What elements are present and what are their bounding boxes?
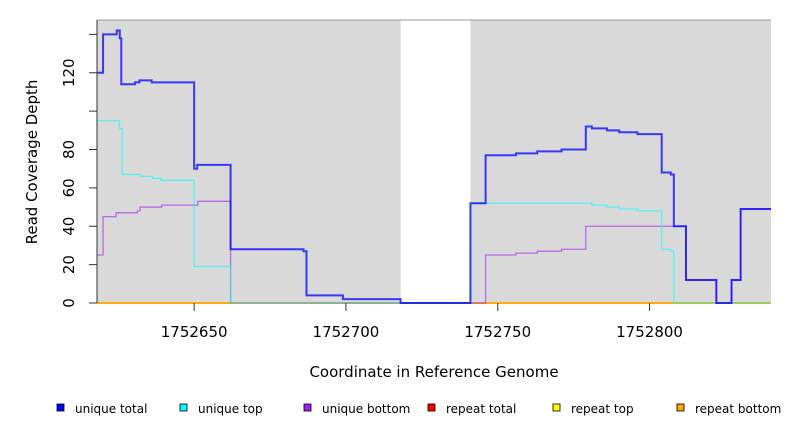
y-tick-label: 80 (60, 140, 78, 159)
shaded-region (97, 20, 401, 303)
legend: unique total unique top unique bottom repea… (56, 402, 781, 416)
legend-swatch (676, 403, 685, 412)
legend-swatch (56, 403, 65, 412)
axes: 0 20 40 60 80 120 1752650 1752700 1752750 1752800 (60, 20, 683, 341)
shaded-regions (97, 19, 771, 303)
x-tick-label: 1752750 (464, 323, 531, 341)
x-tick-label: 1752650 (161, 323, 228, 341)
legend-item-unique-bottom: unique bottom (303, 402, 410, 416)
y-axis-label: Read Coverage Depth (23, 80, 41, 245)
legend-item-unique-total: unique total (56, 402, 147, 416)
y-tick-label: 0 (60, 298, 78, 308)
y-tick-label: 40 (60, 217, 78, 236)
shaded-region (470, 20, 771, 303)
legend-label: unique bottom (322, 402, 410, 416)
legend-label: unique total (75, 402, 147, 416)
legend-label: repeat top (571, 402, 634, 416)
legend-label: repeat total (446, 402, 516, 416)
legend-swatch (179, 403, 188, 412)
legend-swatch (303, 403, 312, 412)
x-tick-label: 1752800 (616, 323, 683, 341)
x-axis-label: Coordinate in Reference Genome (309, 363, 558, 381)
series-lines (97, 29, 771, 304)
y-tick-label: 20 (60, 255, 78, 274)
legend-label: repeat bottom (695, 402, 781, 416)
legend-item-repeat-top: repeat top (552, 402, 634, 416)
legend-swatch (552, 403, 561, 412)
legend-item-repeat-total: repeat total (427, 402, 516, 416)
legend-item-unique-top: unique top (179, 402, 263, 416)
legend-label: unique top (198, 402, 263, 416)
x-tick-label: 1752700 (313, 323, 380, 341)
series-line-unique-total (97, 29, 771, 304)
legend-swatch (427, 403, 436, 412)
y-tick-label: 120 (60, 58, 78, 87)
y-tick-label: 60 (60, 178, 78, 197)
legend-item-repeat-bottom: repeat bottom (676, 402, 781, 416)
